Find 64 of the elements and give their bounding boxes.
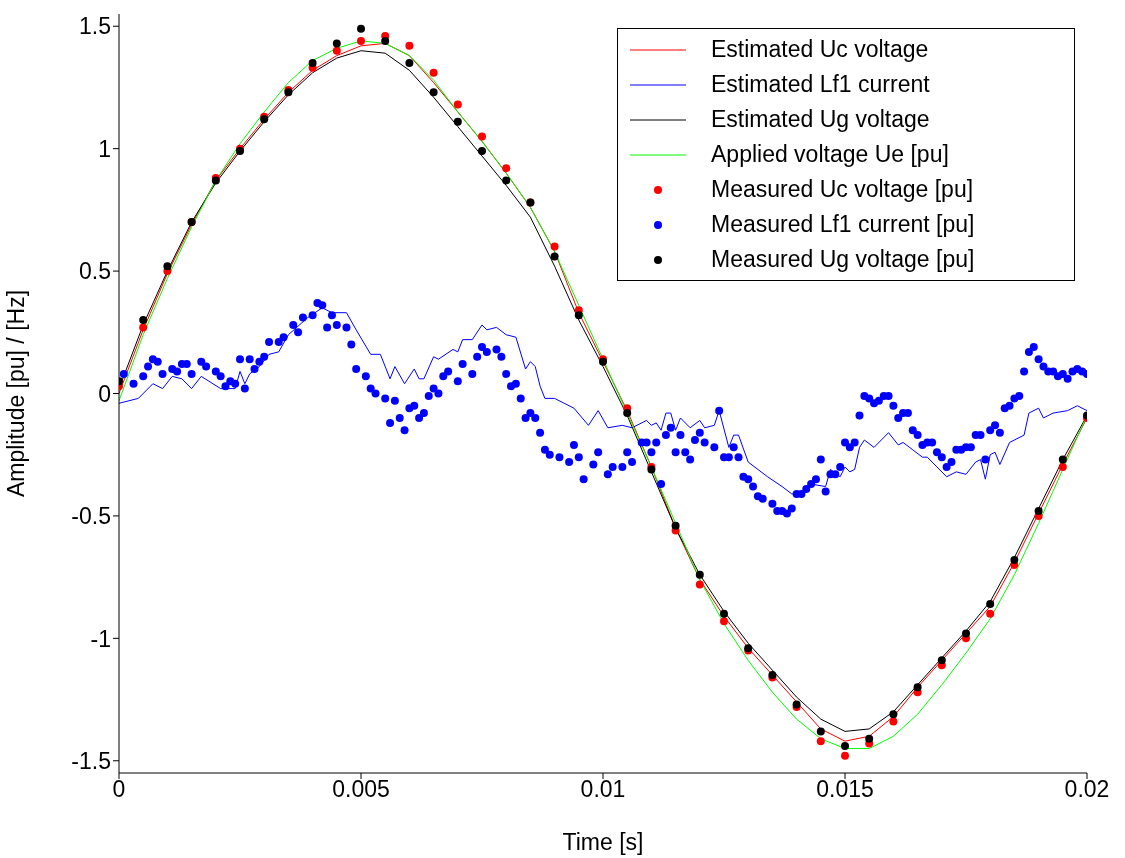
point <box>816 737 825 746</box>
point <box>1010 555 1019 564</box>
x-axis-title: Time [s] <box>562 829 644 855</box>
y-tick-label: 1.5 <box>79 13 111 40</box>
point <box>623 409 632 418</box>
point <box>671 521 680 530</box>
point <box>308 58 317 67</box>
point <box>889 710 898 719</box>
point <box>720 617 728 626</box>
y-tick-label: 1 <box>98 135 111 162</box>
point <box>986 609 995 618</box>
point <box>550 242 559 251</box>
point <box>937 656 946 665</box>
point <box>502 176 511 185</box>
point <box>381 36 390 45</box>
point <box>720 609 728 618</box>
point <box>478 132 486 141</box>
point <box>986 600 995 609</box>
point <box>453 100 462 109</box>
x-tick-label: 0.01 <box>580 776 626 803</box>
legend-label: Measured Ug voltage [pu] <box>711 246 975 273</box>
y-tick-label: -1 <box>90 625 111 652</box>
x-tick-label: 0.015 <box>816 776 874 803</box>
point <box>429 68 438 77</box>
y-tick-label: -0.5 <box>71 503 111 530</box>
point <box>574 311 583 320</box>
y-tick-label: -1.5 <box>71 747 111 774</box>
point <box>865 734 874 743</box>
point <box>1034 507 1043 516</box>
legend-label: Estimated Uc voltage <box>711 36 929 63</box>
point <box>1058 455 1067 464</box>
point <box>357 24 365 33</box>
point <box>332 39 341 48</box>
legend-label: Estimated Lf1 current <box>711 71 930 98</box>
point <box>357 36 365 45</box>
point <box>502 164 511 173</box>
point <box>429 88 438 97</box>
point <box>695 570 704 579</box>
point <box>139 316 148 325</box>
legend-label: Estimated Ug voltage <box>711 106 930 133</box>
point <box>889 717 898 726</box>
legend-label: Applied voltage Ue [pu] <box>711 141 949 168</box>
y-tick-label: 0.5 <box>79 258 111 285</box>
point <box>841 742 849 751</box>
point <box>139 323 148 332</box>
x-tick-label: 0.005 <box>332 776 390 803</box>
point <box>332 46 341 55</box>
y-axis-title: Amplitude [pu] / [Hz] <box>3 289 30 498</box>
point <box>913 683 922 692</box>
point <box>1058 462 1067 471</box>
point <box>816 727 825 736</box>
legend-label: Measured Uc voltage [pu] <box>711 176 974 203</box>
legend-label: Measured Lf1 current [pu] <box>711 211 975 238</box>
point <box>695 580 704 589</box>
point <box>405 41 414 50</box>
point <box>550 252 559 261</box>
point <box>841 751 849 760</box>
x-tick-label: 0.02 <box>1064 776 1110 803</box>
point <box>405 58 414 67</box>
point <box>163 262 172 271</box>
y-tick-label: 0 <box>98 380 111 407</box>
point <box>478 147 486 156</box>
point <box>962 629 970 638</box>
point <box>453 117 462 126</box>
